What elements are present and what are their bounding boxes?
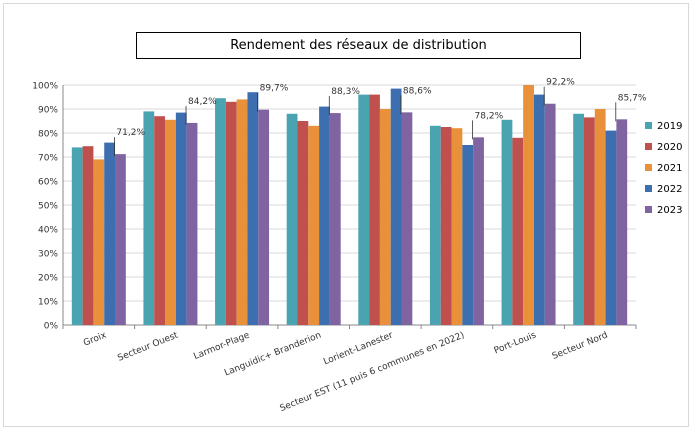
bar (319, 106, 330, 325)
bar (512, 137, 524, 325)
bar (154, 116, 166, 325)
chart-frame (3, 3, 689, 427)
y-tick-label: 60% (38, 178, 58, 188)
data-label: 71,2% (116, 128, 145, 138)
bar (533, 94, 545, 325)
bar (440, 127, 452, 325)
bar (297, 121, 309, 325)
bar (379, 109, 391, 325)
legend-label: 2022 (657, 184, 682, 195)
legend-swatch (645, 185, 652, 192)
bar (401, 112, 413, 325)
bar (186, 122, 198, 325)
y-tick-label: 40% (38, 226, 58, 236)
bar (358, 94, 370, 325)
bar (225, 101, 237, 325)
y-tick-label: 30% (38, 250, 58, 260)
bar (236, 99, 248, 326)
bar (247, 92, 259, 325)
legend-label: 2020 (657, 142, 682, 153)
legend-label: 2019 (657, 121, 682, 132)
bar (616, 119, 628, 325)
bar (215, 98, 226, 325)
bar (390, 88, 402, 325)
bar (329, 113, 341, 325)
data-label: 85,7% (618, 93, 647, 103)
legend-swatch (645, 122, 652, 129)
bar (143, 111, 155, 326)
bar (71, 147, 83, 325)
legend-swatch (645, 206, 652, 213)
bar (451, 128, 463, 325)
y-tick-label: 80% (38, 130, 58, 140)
bar (165, 119, 176, 325)
legend-label: 2023 (657, 205, 682, 216)
bar (462, 145, 474, 325)
bar (523, 85, 534, 325)
data-label: 88,6% (403, 86, 432, 96)
bar (93, 159, 105, 325)
data-label: 78,2% (475, 111, 504, 121)
legend-swatch (645, 164, 652, 171)
data-label: 84,2% (188, 97, 217, 107)
bar (501, 119, 513, 325)
data-label: 88,3% (331, 87, 360, 97)
bar (605, 130, 617, 325)
bar (583, 117, 595, 326)
bar (429, 125, 441, 325)
bar (104, 142, 116, 325)
bar (308, 125, 320, 325)
y-tick-label: 10% (38, 298, 58, 308)
x-tick-label: Larmor-Plage (192, 330, 251, 362)
bar (369, 94, 380, 325)
data-label: 92,2% (546, 78, 575, 88)
y-tick-label: 90% (38, 106, 58, 116)
y-tick-label: 100% (32, 82, 58, 92)
x-tick-label: Secteur Ouest (116, 330, 180, 363)
y-tick-label: 70% (38, 154, 58, 164)
y-tick-label: 50% (38, 202, 58, 212)
bar (258, 109, 270, 325)
bar (594, 109, 606, 325)
bar (573, 113, 584, 325)
x-tick-label: Secteur Nord (551, 331, 609, 362)
x-tick-label: Groix (82, 330, 108, 348)
bar (286, 113, 298, 325)
legend-swatch (645, 143, 652, 150)
bar (82, 146, 94, 325)
chart-title: Rendement des réseaux de distribution (136, 32, 581, 59)
bar (473, 137, 484, 325)
bar (115, 154, 126, 325)
y-tick-label: 0% (44, 322, 59, 332)
data-label: 89,7% (260, 84, 289, 94)
bar (175, 112, 187, 325)
x-tick-label: Port-Louis (493, 330, 538, 356)
y-tick-label: 20% (38, 274, 58, 284)
bar (544, 103, 556, 325)
legend-label: 2021 (657, 163, 682, 174)
